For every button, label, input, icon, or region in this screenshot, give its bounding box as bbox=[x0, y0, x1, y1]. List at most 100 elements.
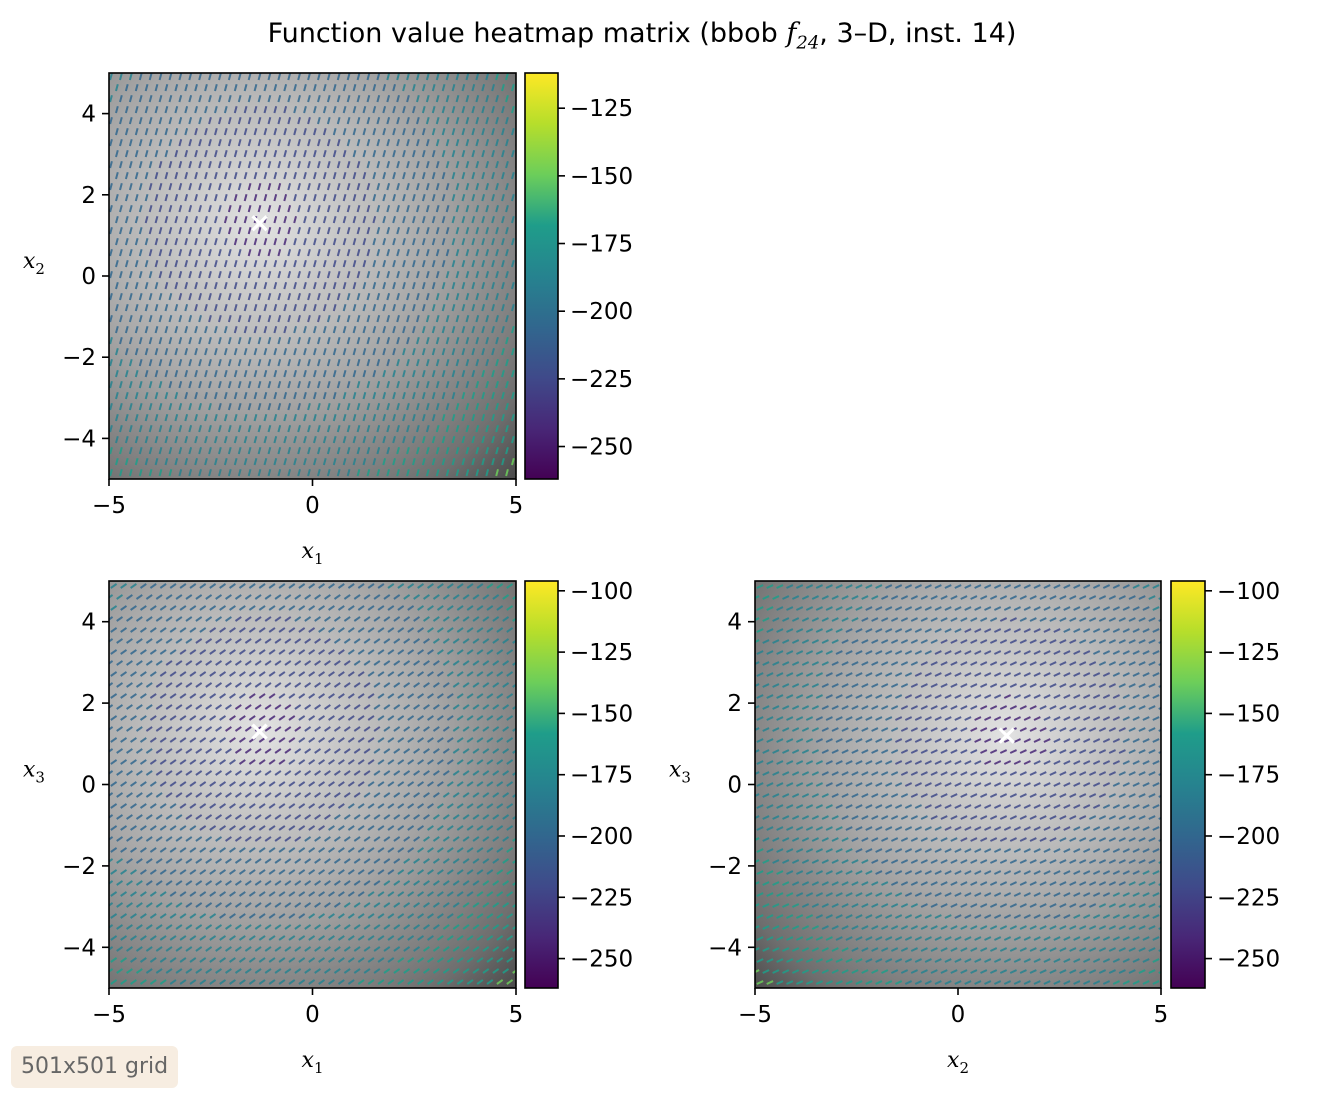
heatmap-stroke bbox=[1063, 782, 1071, 787]
heatmap-stroke bbox=[865, 804, 873, 809]
heatmap-stroke bbox=[307, 336, 311, 345]
heatmap-stroke bbox=[1128, 749, 1136, 754]
heatmap-stroke bbox=[215, 748, 223, 754]
heatmap-stroke bbox=[288, 737, 296, 743]
heatmap-stroke bbox=[130, 869, 137, 875]
heatmap-stroke bbox=[756, 672, 764, 677]
heatmap-stroke bbox=[1138, 683, 1146, 688]
heatmap-stroke bbox=[218, 204, 222, 213]
heatmap-stroke bbox=[486, 979, 494, 985]
heatmap-stroke bbox=[268, 583, 276, 589]
heatmap-stroke bbox=[871, 617, 879, 622]
heatmap-stroke bbox=[1039, 793, 1047, 798]
heatmap-stroke bbox=[501, 457, 505, 466]
heatmap-stroke bbox=[970, 793, 978, 798]
heatmap-stroke bbox=[263, 347, 268, 356]
heatmap-stroke bbox=[875, 892, 883, 897]
heatmap-stroke bbox=[227, 73, 232, 81]
heatmap-stroke bbox=[423, 726, 430, 732]
heatmap-stroke bbox=[423, 858, 430, 864]
heatmap-stroke bbox=[185, 902, 193, 908]
heatmap-stroke bbox=[1049, 881, 1057, 886]
heatmap-stroke bbox=[476, 583, 484, 589]
heatmap-stroke bbox=[1142, 870, 1150, 875]
heatmap-stroke bbox=[421, 347, 426, 356]
heatmap-stroke bbox=[158, 182, 163, 191]
heatmap-stroke bbox=[209, 869, 217, 875]
heatmap-stroke bbox=[435, 446, 440, 455]
heatmap-stroke bbox=[223, 105, 228, 114]
heatmap-stroke bbox=[974, 628, 982, 633]
heatmap-stroke bbox=[248, 627, 256, 633]
heatmap-stroke bbox=[786, 870, 794, 875]
heatmap-stroke bbox=[347, 979, 355, 985]
heatmap-stroke bbox=[412, 347, 416, 356]
heatmap-stroke bbox=[1138, 749, 1146, 754]
heatmap-stroke bbox=[441, 347, 446, 356]
heatmap-stroke bbox=[1158, 794, 1161, 798]
heatmap-stroke bbox=[138, 336, 143, 345]
heatmap-stroke bbox=[174, 435, 179, 444]
heatmap-stroke bbox=[481, 435, 486, 444]
heatmap-stroke bbox=[845, 672, 853, 677]
heatmap-stroke bbox=[1039, 969, 1047, 974]
heatmap-stroke bbox=[234, 946, 242, 952]
heatmap-stroke bbox=[168, 160, 173, 169]
heatmap-stroke bbox=[900, 925, 909, 930]
heatmap-stroke bbox=[393, 924, 401, 930]
heatmap-stroke bbox=[155, 814, 163, 820]
heatmap-stroke bbox=[288, 781, 296, 787]
heatmap-stroke bbox=[322, 457, 327, 466]
heatmap-stroke bbox=[1083, 672, 1091, 677]
heatmap-stroke bbox=[278, 583, 286, 589]
heatmap-stroke bbox=[416, 292, 420, 301]
heatmap-stroke bbox=[776, 716, 784, 721]
heatmap-stroke bbox=[1138, 793, 1146, 798]
heatmap-stroke bbox=[1102, 584, 1111, 589]
heatmap-stroke bbox=[1043, 914, 1051, 919]
heatmap-stroke bbox=[472, 924, 480, 930]
heatmap-stroke bbox=[119, 160, 123, 169]
heatmap-stroke bbox=[920, 639, 928, 644]
heatmap-stroke bbox=[328, 605, 335, 611]
heatmap-stroke bbox=[1063, 958, 1071, 963]
heatmap-stroke bbox=[1092, 892, 1101, 897]
heatmap-stroke bbox=[278, 891, 286, 897]
heatmap-stroke bbox=[772, 639, 780, 644]
heatmap-stroke bbox=[382, 457, 387, 466]
heatmap-stroke bbox=[247, 138, 252, 147]
heatmap-stroke bbox=[511, 105, 515, 114]
heatmap-stroke bbox=[188, 358, 193, 367]
heatmap-stroke bbox=[984, 716, 992, 721]
heatmap-stroke bbox=[861, 947, 869, 952]
heatmap-stroke bbox=[168, 314, 173, 323]
heatmap-stroke bbox=[890, 639, 899, 644]
heatmap-stroke bbox=[815, 804, 823, 809]
heatmap-stroke bbox=[825, 870, 833, 875]
heatmap-stroke bbox=[325, 573, 331, 577]
heatmap-stroke bbox=[164, 457, 169, 466]
heatmap-stroke bbox=[795, 738, 804, 743]
heatmap-stroke bbox=[174, 237, 179, 246]
heatmap-stroke bbox=[875, 606, 883, 611]
heatmap-stroke bbox=[1053, 870, 1061, 875]
heatmap-stroke bbox=[1132, 914, 1140, 919]
heatmap-stroke bbox=[482, 968, 490, 974]
heatmap-stroke bbox=[894, 914, 903, 919]
heatmap-stroke bbox=[263, 435, 268, 444]
heatmap-stroke bbox=[106, 84, 108, 91]
heatmap-stroke bbox=[307, 160, 311, 169]
heatmap-stroke bbox=[128, 138, 133, 147]
heatmap-stroke bbox=[247, 270, 252, 279]
heatmap-stroke bbox=[322, 325, 327, 334]
heatmap-stroke bbox=[1013, 584, 1021, 589]
heatmap-stroke bbox=[164, 369, 169, 378]
heatmap-stroke bbox=[372, 347, 377, 356]
heatmap-stroke bbox=[124, 413, 129, 422]
heatmap-stroke bbox=[432, 638, 440, 644]
heatmap-stroke bbox=[805, 782, 814, 787]
heatmap-stroke bbox=[115, 215, 119, 224]
heatmap-stroke bbox=[317, 402, 321, 411]
heatmap-stroke bbox=[362, 105, 367, 114]
heatmap-stroke bbox=[476, 957, 484, 963]
